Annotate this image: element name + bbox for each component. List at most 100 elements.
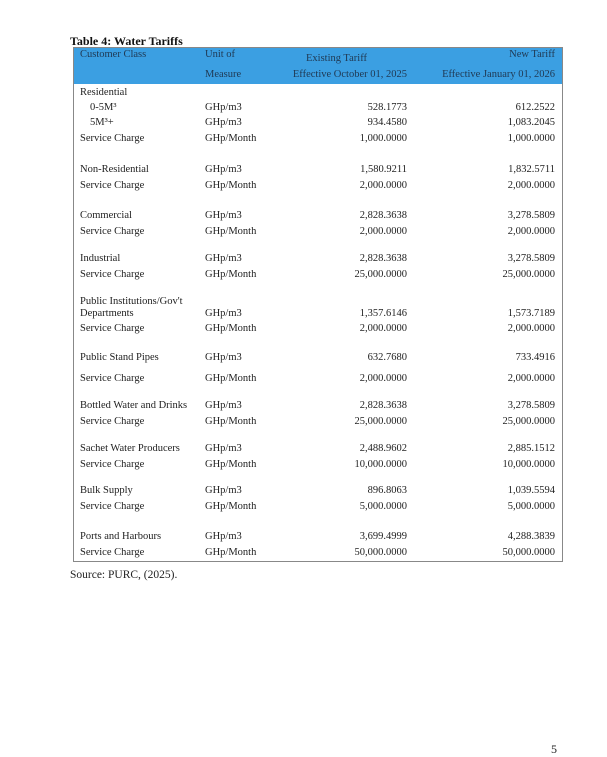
existing-tariff-cell: 2,828.3638 bbox=[359, 400, 407, 411]
customer-class-cell: Public Institutions/Gov't bbox=[80, 296, 183, 307]
header-new-line1: New Tariff bbox=[509, 49, 555, 60]
customer-class-cell: Public Stand Pipes bbox=[80, 352, 159, 363]
existing-tariff-cell: 2,000.0000 bbox=[359, 226, 407, 237]
unit-cell: GHp/Month bbox=[205, 547, 257, 558]
unit-cell: GHp/Month bbox=[205, 269, 257, 280]
table-header: Customer Class Unit of Measure Existing … bbox=[74, 48, 562, 84]
existing-tariff-cell: 2,488.9602 bbox=[359, 443, 407, 454]
customer-class-cell: Ports and Harbours bbox=[80, 531, 162, 542]
new-tariff-cell: 733.4916 bbox=[515, 352, 555, 363]
customer-class-cell: Service Charge bbox=[80, 226, 145, 237]
new-tariff-cell: 5,000.0000 bbox=[507, 501, 555, 512]
new-tariff-cell: 4,288.3839 bbox=[507, 531, 555, 542]
page-number: 5 bbox=[551, 742, 557, 756]
customer-class-cell: Industrial bbox=[80, 253, 121, 264]
table-caption: Table 4: Water Tariffs bbox=[70, 34, 183, 48]
existing-tariff-cell: 3,699.4999 bbox=[359, 531, 407, 542]
header-new-line2: Effective January 01, 2026 bbox=[442, 69, 555, 80]
new-tariff-cell: 2,000.0000 bbox=[507, 323, 555, 334]
table-row: Public Institutions/Gov't bbox=[74, 295, 562, 309]
existing-tariff-cell: 25,000.0000 bbox=[354, 269, 408, 280]
header-unit-line2: Measure bbox=[205, 69, 242, 80]
new-tariff-cell: 3,278.5809 bbox=[507, 400, 555, 411]
table-row: Service Charge GHp/Month 2,000.0000 2,000.0… bbox=[74, 372, 562, 386]
table-row: Bulk Supply GHp/m3 896.8063 1,039.5594 bbox=[74, 484, 562, 498]
customer-class-cell: Service Charge bbox=[80, 547, 145, 558]
customer-class-cell: Service Charge bbox=[80, 269, 145, 280]
new-tariff-cell: 2,000.0000 bbox=[507, 180, 555, 191]
customer-class-cell: Residential bbox=[80, 87, 128, 98]
customer-class-cell: Sachet Water Producers bbox=[80, 443, 180, 454]
unit-cell: GHp/Month bbox=[205, 459, 257, 470]
table-row: Service Charge GHp/Month 2,000.0000 2,000.0… bbox=[74, 322, 562, 336]
unit-cell: GHp/Month bbox=[205, 501, 257, 512]
unit-cell: GHp/m3 bbox=[205, 531, 242, 542]
header-existing-line1: Existing Tariff bbox=[306, 53, 367, 64]
existing-tariff-cell: 528.1773 bbox=[367, 102, 407, 113]
existing-tariff-cell: 10,000.0000 bbox=[354, 459, 408, 470]
existing-tariff-cell: 632.7680 bbox=[367, 352, 407, 363]
existing-tariff-cell: 1,357.6146 bbox=[359, 308, 407, 319]
existing-tariff-cell: 2,828.3638 bbox=[359, 253, 407, 264]
unit-cell: GHp/m3 bbox=[205, 443, 242, 454]
existing-tariff-cell: 25,000.0000 bbox=[354, 416, 408, 427]
existing-tariff-cell: 50,000.0000 bbox=[354, 547, 408, 558]
existing-tariff-cell: 2,000.0000 bbox=[359, 323, 407, 334]
new-tariff-cell: 3,278.5809 bbox=[507, 210, 555, 221]
customer-class-cell: Departments bbox=[80, 308, 134, 319]
customer-class-cell: Bottled Water and Drinks bbox=[80, 400, 188, 411]
table-row: 0-5M³ GHp/m3 528.1773 612.2522 bbox=[74, 101, 562, 115]
existing-tariff-cell: 2,000.0000 bbox=[359, 373, 407, 384]
unit-cell: GHp/m3 bbox=[205, 164, 242, 175]
table-row: Departments GHp/m3 1,357.6146 1,573.7189 bbox=[74, 307, 562, 321]
table-row: Non-Residential GHp/m3 1,580.9211 1,832.571… bbox=[74, 163, 562, 177]
table-row: Service Charge GHp/Month 5,000.0000 5,000.0… bbox=[74, 500, 562, 514]
table-row: 5M³+ GHp/m3 934.4580 1,083.2045 bbox=[74, 116, 562, 130]
customer-class-cell: Commercial bbox=[80, 210, 132, 221]
unit-cell: GHp/Month bbox=[205, 133, 257, 144]
unit-cell: GHp/m3 bbox=[205, 352, 242, 363]
new-tariff-cell: 10,000.0000 bbox=[502, 459, 556, 470]
existing-tariff-cell: 934.4580 bbox=[367, 117, 407, 128]
table-row: Residential bbox=[74, 86, 562, 100]
new-tariff-cell: 3,278.5809 bbox=[507, 253, 555, 264]
new-tariff-cell: 1,000.0000 bbox=[507, 133, 555, 144]
source-note: Source: PURC, (2025). bbox=[70, 569, 178, 581]
new-tariff-cell: 612.2522 bbox=[515, 102, 555, 113]
table-row: Service Charge GHp/Month 50,000.0000 50,000… bbox=[74, 546, 562, 560]
table-row: Service Charge GHp/Month 10,000.0000 10,000… bbox=[74, 458, 562, 472]
unit-cell: GHp/Month bbox=[205, 373, 257, 384]
unit-cell: GHp/m3 bbox=[205, 400, 242, 411]
unit-cell: GHp/m3 bbox=[205, 102, 242, 113]
unit-cell: GHp/m3 bbox=[205, 308, 242, 319]
new-tariff-cell: 1,083.2045 bbox=[507, 117, 555, 128]
table-row: Industrial GHp/m3 2,828.3638 3,278.5809 bbox=[74, 252, 562, 266]
customer-class-cell: Service Charge bbox=[80, 180, 145, 191]
customer-class-cell: Service Charge bbox=[80, 501, 145, 512]
new-tariff-cell: 2,000.0000 bbox=[507, 226, 555, 237]
unit-cell: GHp/Month bbox=[205, 180, 257, 191]
existing-tariff-cell: 1,000.0000 bbox=[359, 133, 407, 144]
customer-class-cell: Service Charge bbox=[80, 459, 145, 470]
customer-class-cell: Bulk Supply bbox=[80, 485, 133, 496]
unit-cell: GHp/m3 bbox=[205, 253, 242, 264]
header-existing-line2: Effective October 01, 2025 bbox=[292, 69, 407, 80]
table-row: Sachet Water Producers GHp/m3 2,488.9602 2,… bbox=[74, 442, 562, 456]
customer-class-cell: 5M³+ bbox=[90, 117, 114, 128]
table-row: Ports and Harbours GHp/m3 3,699.4999 4,288.… bbox=[74, 530, 562, 544]
new-tariff-cell: 50,000.0000 bbox=[502, 547, 556, 558]
new-tariff-cell: 1,832.5711 bbox=[508, 164, 555, 175]
tariff-table: Customer Class Unit of Measure Existing … bbox=[73, 47, 563, 562]
customer-class-cell: Service Charge bbox=[80, 323, 145, 334]
existing-tariff-cell: 896.8063 bbox=[367, 485, 407, 496]
header-unit-line1: Unit of bbox=[205, 49, 236, 60]
customer-class-cell: Service Charge bbox=[80, 416, 145, 427]
table-row: Service Charge GHp/Month 1,000.0000 1,000.0… bbox=[74, 132, 562, 146]
new-tariff-cell: 1,573.7189 bbox=[507, 308, 555, 319]
unit-cell: GHp/m3 bbox=[205, 485, 242, 496]
unit-cell: GHp/Month bbox=[205, 226, 257, 237]
unit-cell: GHp/Month bbox=[205, 323, 257, 334]
new-tariff-cell: 2,885.1512 bbox=[507, 443, 555, 454]
existing-tariff-cell: 5,000.0000 bbox=[359, 501, 407, 512]
